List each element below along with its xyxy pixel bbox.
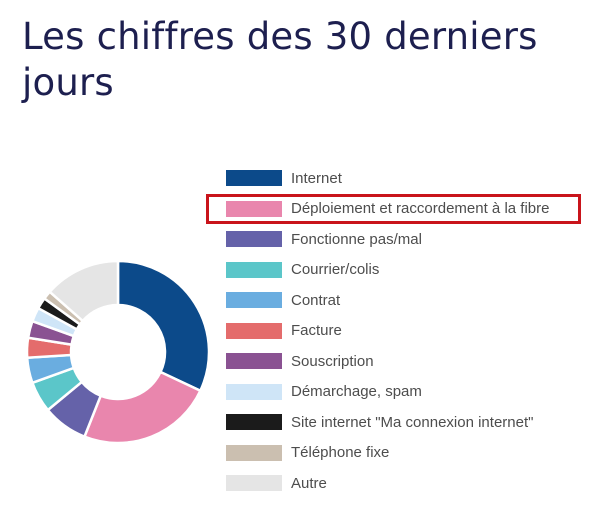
legend-swatch: [226, 292, 282, 309]
donut-chart: [25, 259, 211, 445]
donut-slice[interactable]: [47, 259, 120, 323]
legend-swatch: [226, 322, 282, 339]
legend-item[interactable]: Internet: [206, 163, 549, 194]
legend-label: Site internet "Ma connexion internet": [291, 413, 534, 431]
legend-item[interactable]: Contrat: [206, 285, 549, 316]
legend-item[interactable]: Courrier/colis: [206, 255, 549, 286]
legend-label: Fonctionne pas/mal: [291, 230, 422, 248]
legend-label: Internet: [291, 169, 342, 187]
legend-swatch: [226, 383, 282, 400]
legend-swatch: [226, 170, 282, 187]
legend-swatch: [226, 231, 282, 248]
legend-item[interactable]: Démarchage, spam: [206, 377, 549, 408]
legend-swatch: [226, 414, 282, 431]
chart-legend: Internet Déploiement et raccordement à la…: [206, 163, 581, 499]
legend-label: Déploiement et raccordement à la fibre: [291, 200, 550, 218]
legend-item[interactable]: Facture: [206, 316, 549, 347]
legend-item[interactable]: Fonctionne pas/mal: [206, 224, 549, 255]
donut-slice[interactable]: [82, 370, 203, 445]
legend-swatch: [226, 353, 282, 370]
legend-swatch: [226, 200, 282, 217]
legend-swatch: [226, 444, 282, 461]
legend-item[interactable]: Téléphone fixe: [206, 438, 549, 469]
legend-swatch: [226, 261, 282, 278]
legend-item[interactable]: Site internet "Ma connexion internet": [206, 407, 549, 438]
legend-label: Téléphone fixe: [291, 444, 390, 462]
donut-slice[interactable]: [116, 259, 211, 393]
legend-item[interactable]: Autre: [206, 468, 549, 499]
legend-swatch: [226, 475, 282, 492]
page-title: Les chiffres des 30 derniers jours: [22, 15, 538, 104]
legend-label: Démarchage, spam: [291, 383, 422, 401]
legend-label: Contrat: [291, 291, 341, 309]
legend-label: Autre: [291, 474, 327, 492]
legend-label: Souscription: [291, 352, 374, 370]
legend-label: Courrier/colis: [291, 261, 380, 279]
legend-item[interactable]: Déploiement et raccordement à la fibre: [206, 193, 581, 225]
legend-item[interactable]: Souscription: [206, 346, 549, 377]
legend-label: Facture: [291, 322, 342, 340]
